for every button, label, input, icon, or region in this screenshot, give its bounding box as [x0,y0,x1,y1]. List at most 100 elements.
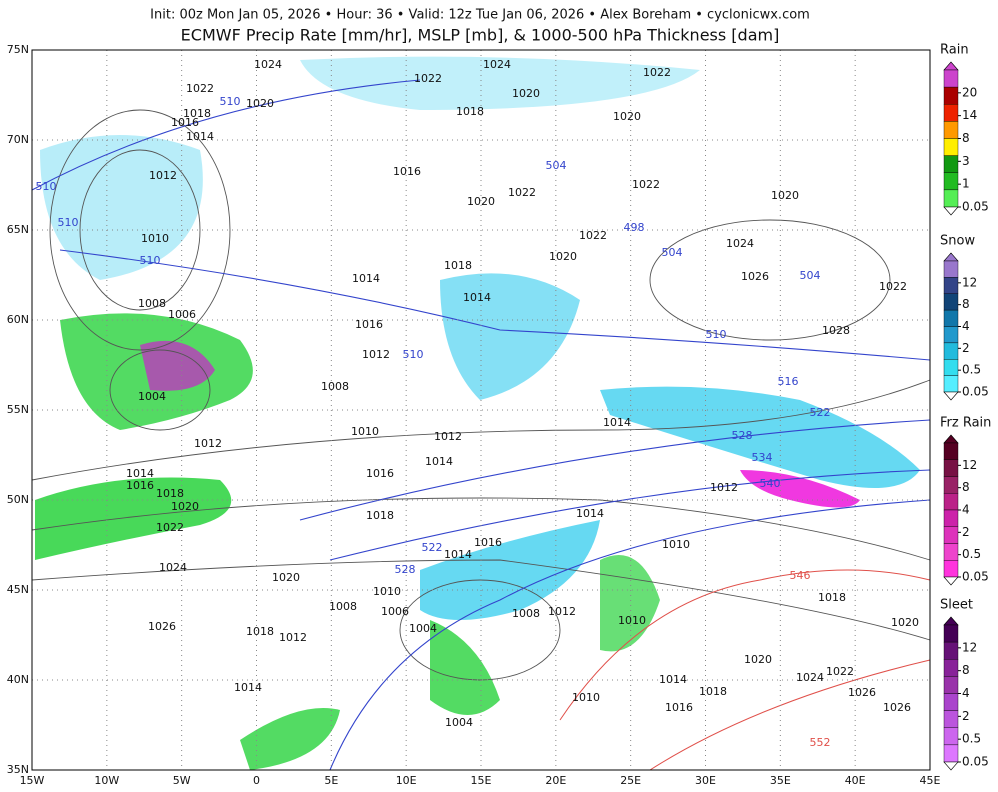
isobar-label: 1026 [741,270,769,283]
isobar-label: 1016 [393,165,421,178]
isobar-label: 1010 [373,585,401,598]
isobar-label: 1018 [456,105,484,118]
legend-swatch [943,459,959,477]
isobar-label: 1010 [141,232,169,245]
lon-tick-label: 20E [545,774,566,787]
lat-tick-label: 35N [7,763,29,776]
warm-thickness-label: 546 [790,569,811,582]
legend-tick-label: 8 [962,297,970,311]
info-line: Init: 00z Mon Jan 05, 2026 • Hour: 36 • … [150,8,810,23]
isobar-label: 1014 [603,416,631,429]
isobar-label: 1014 [186,130,214,143]
isobar-label: 1016 [474,536,502,549]
isobar-label: 1010 [351,425,379,438]
legend-tick-label: 12 [962,458,977,472]
isobar-label: 1012 [434,430,462,443]
lon-tick-label: 25E [620,774,641,787]
legend-tick-label: 8 [962,131,970,145]
legend-cap [943,576,959,586]
map-background [31,56,931,771]
isobar-label: 1012 [279,631,307,644]
isobar-label: 1004 [445,716,473,729]
legend-swatch [943,293,959,311]
isobar-label: 1018 [183,107,211,120]
isobar-label: 1012 [194,437,222,450]
legend-tick-label: 8 [962,663,970,677]
isobar-label: 1020 [771,189,799,202]
legend-swatch [943,342,959,360]
legend-swatch [943,509,959,527]
isobar-label: 1022 [186,82,214,95]
map-title: ECMWF Precip Rate [mm/hr], MSLP [mb], & … [181,26,780,45]
isobar-label: 1022 [579,229,607,242]
isobar-label: 1012 [149,169,177,182]
isobar-label: 1008 [321,380,349,393]
thickness-label: 540 [760,477,781,490]
lon-tick-label: 5E [324,774,338,787]
isobar-label: 1014 [463,291,491,304]
isobar-label: 1016 [355,318,383,331]
legend-tick-label: 14 [962,108,977,122]
isobar-label: 1016 [126,479,154,492]
isobar-label: 1016 [366,467,394,480]
lon-tick-label: 0 [253,774,260,787]
isobar-label: 1022 [156,521,184,534]
legend-tick-label: 0.05 [962,200,989,214]
lat-tick-label: 40N [7,673,29,686]
isobar-label: 1018 [246,625,274,638]
thickness-label: 522 [422,541,443,554]
legend-tick-label: 0.05 [962,570,989,584]
map-grid: 15W 10W 5W 0 5E 10E 15E 20E 25E 30E 35E 40E 45E 35N 40… [7,43,941,787]
isobar-label: 1014 [126,467,154,480]
legend-swatch [943,326,959,344]
legend-swatch [943,744,959,763]
lat-tick-label: 70N [7,133,29,146]
thickness-label: 504 [546,159,567,172]
legend-swatch [943,727,959,746]
isobar-label: 1024 [726,237,754,250]
legend-swatch [943,641,959,660]
isobar-label: 1022 [826,665,854,678]
isobar-label: 1014 [576,507,604,520]
thickness-label: 504 [800,269,821,282]
legend-tick-label: 12 [962,640,977,654]
lon-tick-label: 15W [20,774,45,787]
isobar-label: 1020 [246,97,274,110]
lon-tick-label: 5W [173,774,191,787]
legend-swatch [943,624,959,643]
legend-tick-label: 0.05 [962,385,989,399]
legend-swatch [943,189,959,208]
legend-tick-label: 8 [962,480,970,494]
isobar-label: 1018 [818,591,846,604]
legend-cap [943,616,959,626]
lat-tick-label: 60N [7,313,29,326]
isobar-label: 1028 [822,324,850,337]
isobar-label: 1026 [883,701,911,714]
legend-title: Sleet [940,598,973,613]
isobar-label: 1024 [796,671,824,684]
isobar-label: 1020 [613,110,641,123]
legend-swatch [943,710,959,728]
isobar-label: 1020 [467,195,495,208]
lon-tick-label: 45E [920,774,941,787]
lon-tick-label: 40E [845,774,866,787]
legend-swatch [943,138,959,156]
isobar-label: 1020 [891,616,919,629]
legend-swatch [943,260,959,278]
legend-tick-label: 3 [962,154,970,168]
lat-tick-label: 55N [7,403,29,416]
isobar-label: 1022 [879,280,907,293]
legend: Rain 20 14 8 3 1 0.05 Snow 12 8 4 2 0.5 0.05 Frz Rain 1… [940,43,991,771]
legend-cap [943,252,959,262]
legend-swatch [943,375,959,393]
thickness-label: 510 [140,254,161,267]
isobar-label: 1018 [699,685,727,698]
legend-tick-label: 2 [962,341,970,355]
isobar-label: 1014 [659,673,687,686]
thickness-label: 498 [624,221,645,234]
isobar-label: 1012 [362,348,390,361]
legend-swatch [943,526,959,544]
thickness-label: 504 [662,246,683,259]
